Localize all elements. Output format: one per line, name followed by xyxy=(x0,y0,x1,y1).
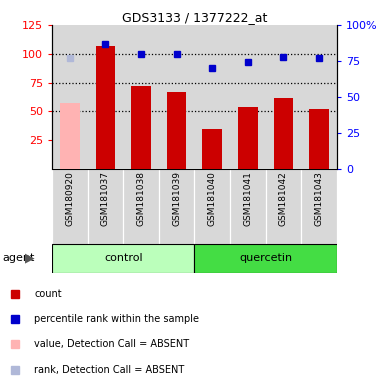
Bar xyxy=(88,169,123,244)
Bar xyxy=(194,25,230,169)
Text: percentile rank within the sample: percentile rank within the sample xyxy=(34,314,199,324)
Title: GDS3133 / 1377222_at: GDS3133 / 1377222_at xyxy=(122,11,267,24)
Bar xyxy=(309,109,329,169)
Bar xyxy=(60,103,80,169)
Text: control: control xyxy=(104,253,142,263)
Text: quercetin: quercetin xyxy=(239,253,292,263)
Text: GSM181043: GSM181043 xyxy=(315,171,323,226)
Bar xyxy=(52,25,88,169)
Bar xyxy=(194,169,230,244)
Bar xyxy=(123,169,159,244)
Bar xyxy=(301,25,337,169)
Bar xyxy=(238,107,258,169)
Bar xyxy=(95,46,115,169)
Bar xyxy=(159,25,194,169)
Bar xyxy=(131,86,151,169)
Text: GSM181038: GSM181038 xyxy=(137,171,146,226)
Bar xyxy=(88,25,123,169)
Text: agent: agent xyxy=(2,253,34,263)
Bar xyxy=(123,25,159,169)
Text: rank, Detection Call = ABSENT: rank, Detection Call = ABSENT xyxy=(34,364,184,375)
Bar xyxy=(159,169,194,244)
Bar xyxy=(266,25,301,169)
Bar xyxy=(274,98,293,169)
Bar xyxy=(52,244,194,273)
Bar xyxy=(230,25,266,169)
Bar xyxy=(194,244,337,273)
Bar xyxy=(203,129,222,169)
Text: GSM181040: GSM181040 xyxy=(208,171,217,226)
Text: GSM181041: GSM181041 xyxy=(243,171,252,226)
Text: GSM181039: GSM181039 xyxy=(172,171,181,226)
Text: GSM181042: GSM181042 xyxy=(279,171,288,226)
Bar xyxy=(167,92,186,169)
Bar xyxy=(52,169,88,244)
Text: ▶: ▶ xyxy=(25,252,35,265)
Bar xyxy=(266,169,301,244)
Text: GSM180920: GSM180920 xyxy=(65,171,74,226)
Bar xyxy=(301,169,337,244)
Text: count: count xyxy=(34,288,62,299)
Text: value, Detection Call = ABSENT: value, Detection Call = ABSENT xyxy=(34,339,189,349)
Bar xyxy=(230,169,266,244)
Text: GSM181037: GSM181037 xyxy=(101,171,110,226)
